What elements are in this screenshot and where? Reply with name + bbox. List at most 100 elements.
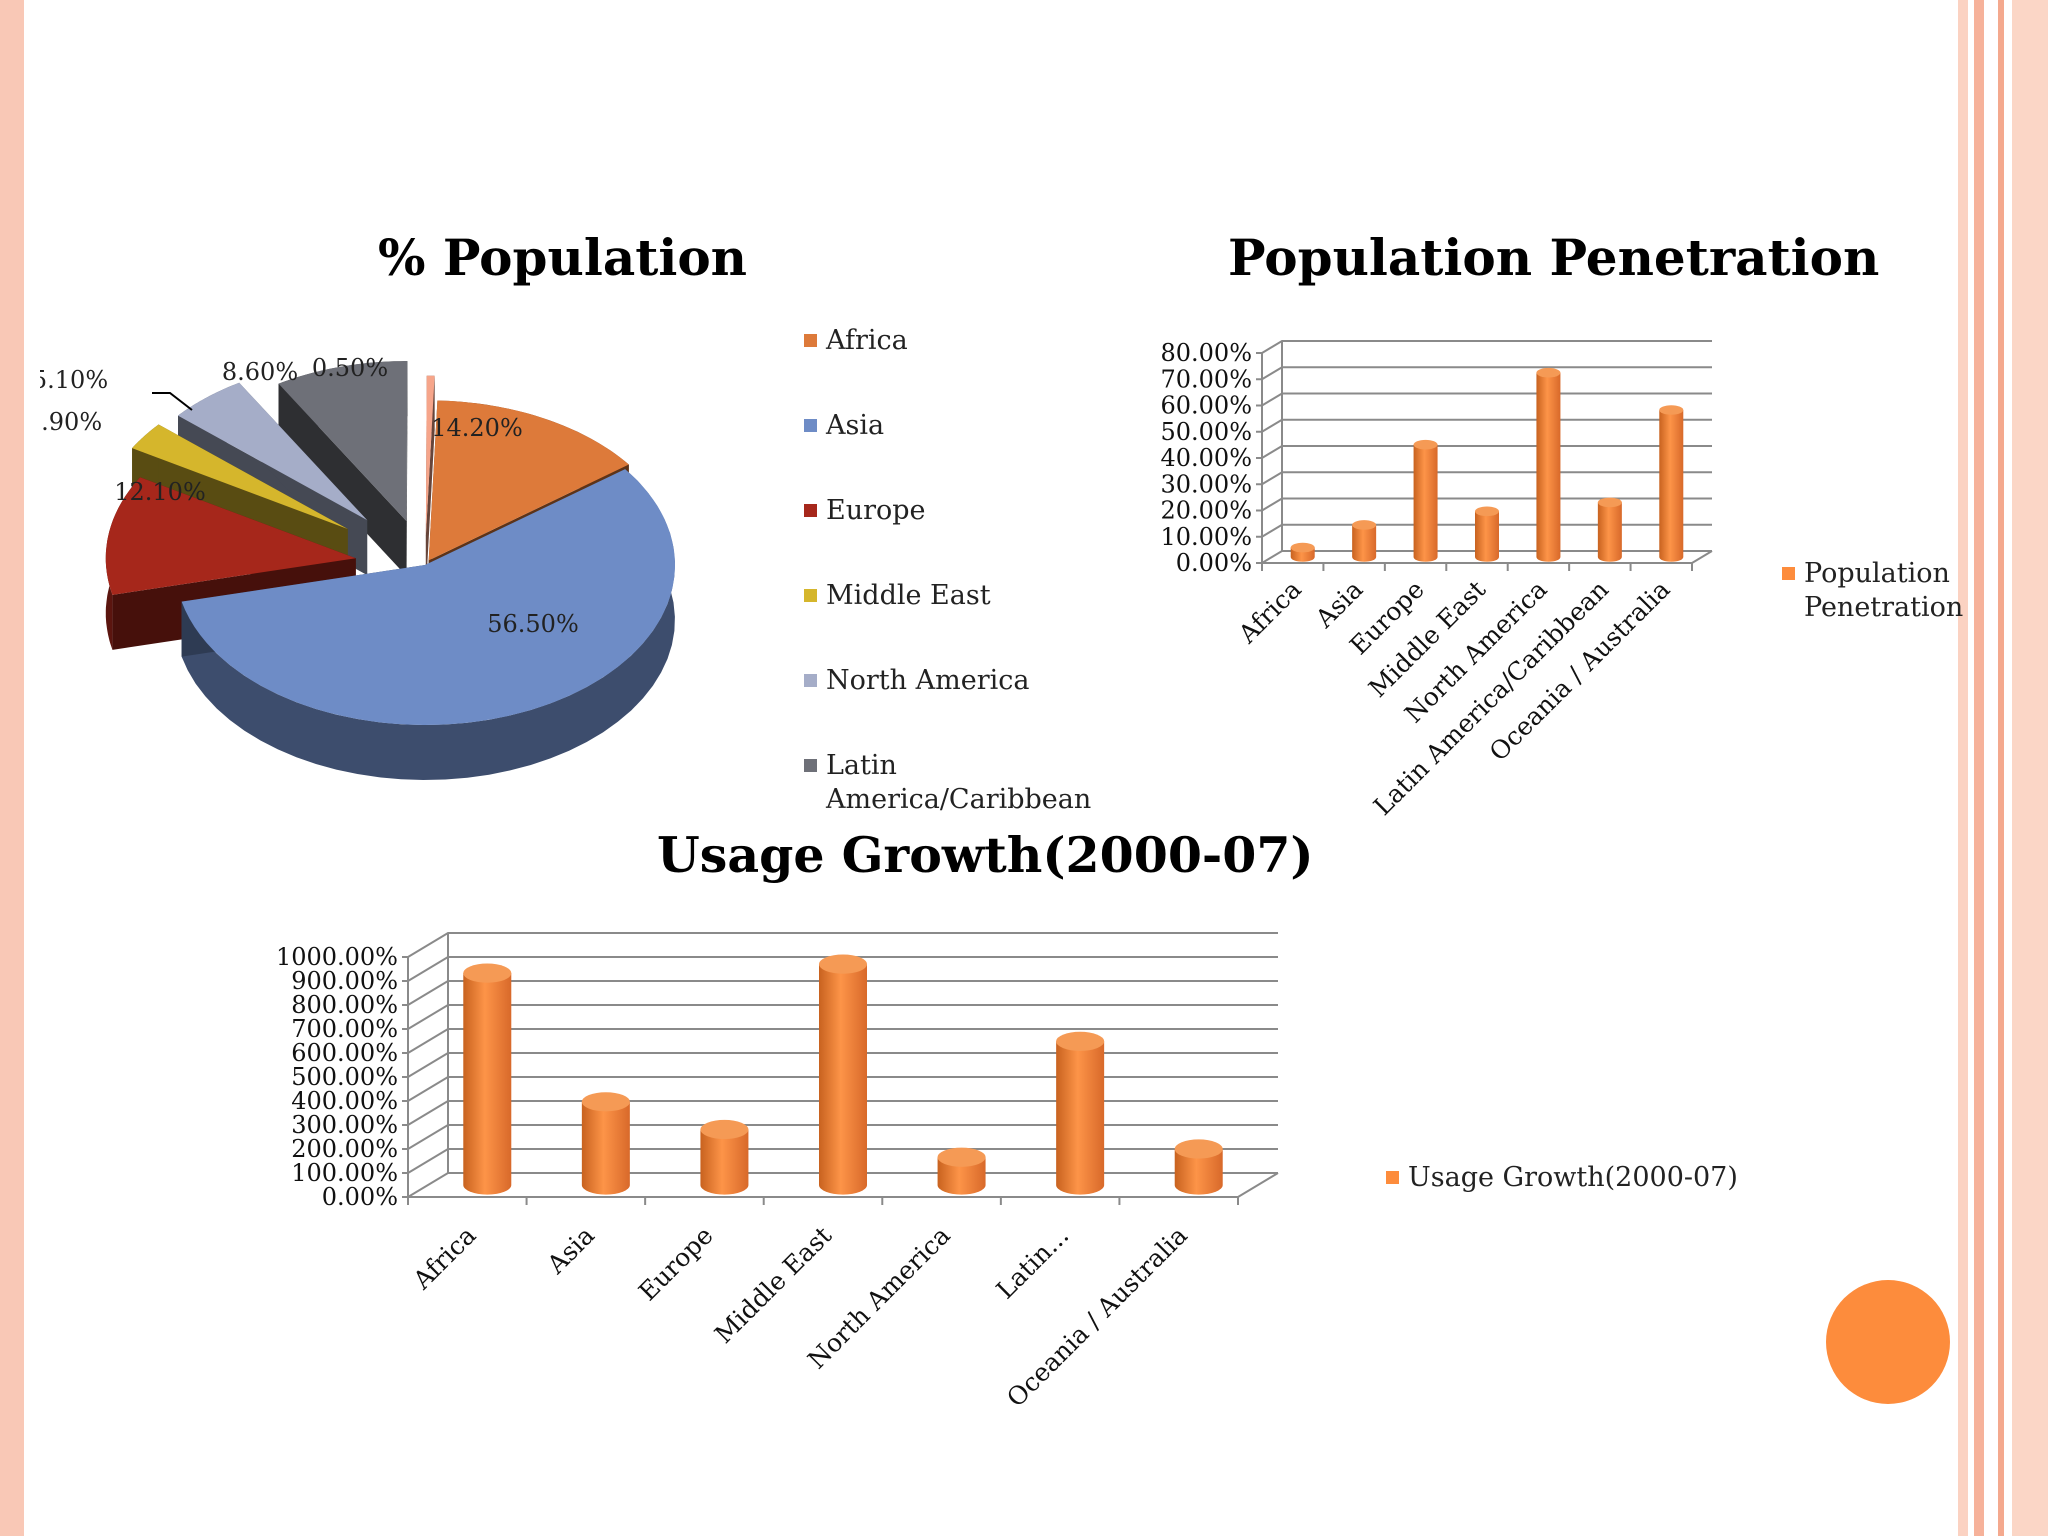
legend-swatch [804, 419, 817, 432]
bar-body [819, 964, 867, 1195]
pie-slice [428, 400, 629, 561]
bar [463, 963, 512, 1195]
bar-body [1597, 502, 1622, 562]
pie-slice [278, 361, 408, 522]
pie-slice [425, 375, 435, 536]
x-tick-label: Europe [633, 1221, 719, 1307]
bar [1413, 439, 1438, 562]
y-tick-label: 400.00% [291, 1087, 398, 1115]
pie-data-label: 8.60% [222, 358, 298, 386]
x-tick-label: Asia [541, 1221, 600, 1280]
bar-top [1475, 506, 1499, 517]
y-tick-label: 20.00% [1160, 497, 1252, 525]
bar-body [1659, 410, 1684, 562]
bar [1352, 520, 1377, 562]
x-tick-label: Middle East [709, 1221, 837, 1349]
bar [581, 1092, 630, 1195]
border-stripe [2012, 0, 2048, 1536]
slide-left-border [0, 0, 24, 1536]
pie-slice [105, 477, 356, 595]
bar [1174, 1139, 1223, 1195]
y-tick-label: 900.00% [291, 967, 398, 995]
gridline [1261, 392, 1712, 407]
y-tick-label: 50.00% [1160, 418, 1252, 446]
pie-slice [132, 424, 348, 530]
x-tick-label: Latin... [991, 1221, 1075, 1305]
pie-data-label: 14.20% [431, 414, 523, 442]
y-tick-label: 600.00% [291, 1039, 398, 1067]
bar-body [1174, 1149, 1223, 1195]
bar [1659, 405, 1684, 562]
penetration-chart-title: Population Penetration [1228, 228, 1880, 287]
y-tick-label: 700.00% [291, 1015, 398, 1043]
legend-label: Population Penetration [1804, 558, 1964, 623]
legend-swatch [804, 674, 817, 687]
y-tick-label: 80.00% [1160, 339, 1252, 367]
pie-data-label: 5.10% [40, 366, 108, 394]
legend-swatch [1386, 1171, 1399, 1184]
y-tick-label: 1000.00% [276, 943, 398, 971]
y-tick-label: 10.00% [1160, 523, 1252, 551]
bar-top [1174, 1139, 1223, 1159]
gridline [1261, 445, 1712, 459]
y-tick-label: 30.00% [1160, 470, 1252, 498]
y-tick-label: 500.00% [291, 1063, 398, 1091]
bar-top [1659, 405, 1684, 415]
pie-data-label: 56.50% [487, 610, 579, 638]
bar [1290, 542, 1315, 562]
bar-body [581, 1101, 630, 1195]
legend-label: Europe [826, 495, 926, 526]
border-stripe [1974, 0, 1984, 1536]
bar-body [700, 1129, 749, 1195]
legend-label: North America [826, 665, 1030, 696]
pie-chart-title: % Population [378, 228, 748, 287]
gridline [1261, 418, 1712, 433]
legend-swatch [1782, 567, 1795, 580]
legend-label: Usage Growth(2000-07) [1408, 1162, 1738, 1193]
bar-top [1413, 439, 1438, 450]
bar-body [1536, 372, 1561, 562]
pie-data-label: 12.10% [114, 478, 206, 506]
pie-slice [178, 382, 368, 521]
bar [1597, 497, 1622, 562]
pie-slice-wall [425, 375, 435, 591]
growth-chart-title: Usage Growth(2000-07) [657, 826, 1314, 884]
bar [937, 1147, 986, 1195]
y-tick-label: 40.00% [1160, 444, 1252, 472]
bar-body [1413, 444, 1438, 562]
legend-swatch [804, 504, 817, 517]
bar [700, 1119, 749, 1195]
bar-body [1475, 511, 1499, 562]
legend-swatch [804, 589, 817, 602]
bar-top [1597, 497, 1622, 508]
y-tick-label: 0.00% [1176, 549, 1252, 577]
bar-body [1352, 524, 1377, 562]
y-tick-label: 800.00% [291, 991, 398, 1019]
bar-body [937, 1157, 986, 1195]
pie-leader-line [152, 392, 193, 411]
border-stripe [1958, 0, 1968, 1536]
pie-data-label: 2.90% [40, 408, 102, 436]
bar-body [463, 973, 512, 1195]
x-tick-label: Africa [1232, 575, 1307, 650]
bar-body [1056, 1041, 1105, 1195]
pie-slice-wall [278, 383, 407, 577]
legend-label: Asia [826, 410, 885, 441]
pie-data-label: 0.50% [312, 354, 388, 382]
bar-top [1536, 367, 1561, 378]
y-tick-label: 70.00% [1160, 365, 1252, 393]
bar-top [700, 1119, 749, 1140]
slide-right-border [1958, 0, 2048, 1536]
bar-top [463, 963, 512, 983]
gridline [1261, 340, 1712, 354]
y-tick-label: 200.00% [291, 1135, 398, 1163]
bar [1536, 367, 1561, 562]
bar-top [937, 1147, 986, 1167]
legend-label: Middle East [826, 580, 991, 611]
gridline [1261, 366, 1712, 381]
gridline [407, 932, 1278, 958]
x-tick-label: Africa [407, 1221, 482, 1296]
border-stripe [1998, 0, 2004, 1536]
bar-top [581, 1092, 630, 1112]
growth-bar-chart: 0.00%100.00%200.00%300.00%400.00%500.00%… [276, 932, 1279, 1413]
